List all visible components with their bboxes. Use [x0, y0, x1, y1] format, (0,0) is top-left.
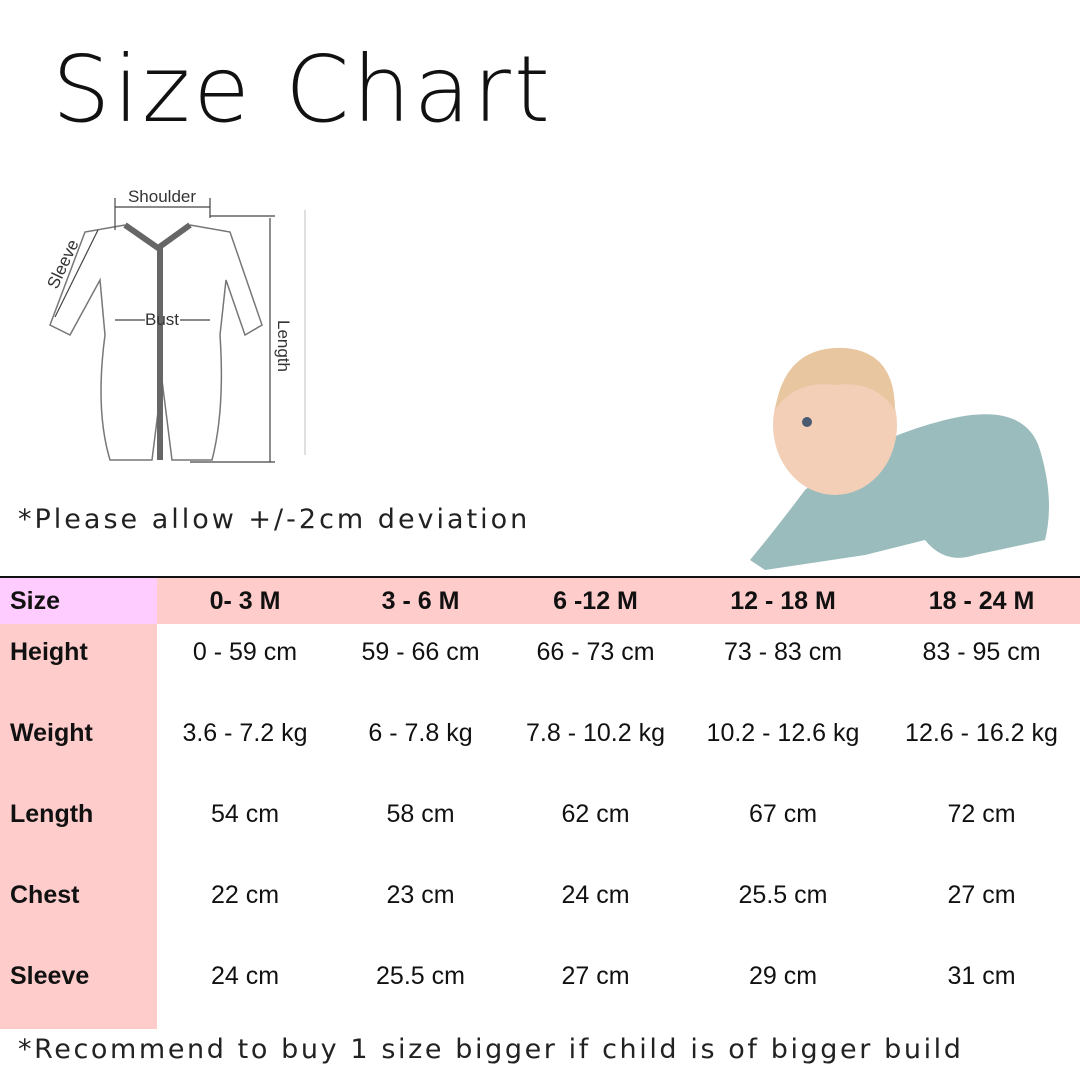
table-cell: 3.6 - 7.2 kg: [182, 719, 308, 747]
table-row: Chest 22 cm 23 cm 24 cm 25.5 cm 27 cm: [0, 867, 1080, 948]
table-cell: 29 cm: [748, 962, 818, 990]
table-cell: 27 cm: [561, 962, 630, 990]
header-cell: 18 - 24 M: [928, 586, 1035, 615]
table-cell: 25.5 cm: [738, 881, 828, 909]
table-cell: 12.6 - 16.2 kg: [905, 719, 1058, 747]
table-row: Sleeve 24 cm 25.5 cm 27 cm 29 cm 31 cm: [0, 948, 1080, 1029]
row-label: Chest: [0, 867, 157, 948]
baby-photo: [750, 347, 1049, 570]
table-cell: 54 cm: [210, 800, 280, 828]
header-cell: 12 - 18 M: [730, 586, 836, 615]
sleeve-label: Sleeve: [43, 237, 82, 292]
table-cell: 24 cm: [210, 962, 280, 990]
table-cell: 0 - 59 cm: [192, 638, 298, 666]
size-table: Size 0- 3 M 3 - 6 M 6 -12 M 12 - 18 M 18…: [0, 576, 1080, 1029]
romper-measurement-diagram: Shoulder Bust Sleeve Length: [43, 187, 306, 463]
shoulder-label: Shoulder: [128, 187, 196, 206]
page-title: Size Chart: [52, 36, 553, 143]
row-label: Height: [0, 624, 157, 705]
row-label: Sleeve: [0, 948, 157, 1029]
table-cell: 6 - 7.8 kg: [368, 719, 473, 747]
table-row: Weight 3.6 - 7.2 kg 6 - 7.8 kg 7.8 - 10.2 k…: [0, 705, 1080, 786]
table-cell: 59 - 66 cm: [361, 638, 480, 666]
table-cell: 73 - 83 cm: [723, 638, 843, 666]
row-label: Weight: [0, 705, 157, 786]
table-row: Height 0 - 59 cm 59 - 66 cm 66 - 73 cm 73 - …: [0, 624, 1080, 705]
table-cell: 7.8 - 10.2 kg: [526, 719, 665, 747]
table-cell: 58 cm: [386, 800, 455, 828]
header-cell: 3 - 6 M: [381, 586, 460, 615]
table-cell: 67 cm: [748, 800, 818, 828]
table-cell: 62 cm: [561, 800, 630, 828]
table-cell: 72 cm: [947, 800, 1016, 828]
table-row: Length 54 cm 58 cm 62 cm 67 cm 72 cm: [0, 786, 1080, 867]
bust-label: Bust: [145, 310, 179, 329]
row-label: Length: [0, 786, 157, 867]
table-cell: 10.2 - 12.6 kg: [706, 719, 860, 747]
table-cell: 25.5 cm: [376, 962, 465, 990]
length-label: Length: [274, 320, 293, 372]
table-cell: 24 cm: [561, 881, 630, 909]
table-cell: 23 cm: [386, 881, 455, 909]
header-cell: 0- 3 M: [209, 586, 281, 615]
header-cell: 6 -12 M: [553, 586, 638, 615]
table-cell: 22 cm: [210, 881, 280, 909]
table-cell: 83 - 95 cm: [922, 638, 1041, 666]
table-cell: 27 cm: [947, 881, 1016, 909]
header-cell: Size: [0, 578, 157, 624]
table-cell: 31 cm: [947, 962, 1016, 990]
deviation-note: *Please allow +/-2cm deviation: [18, 504, 531, 535]
table-header-row: Size 0- 3 M 3 - 6 M 6 -12 M 12 - 18 M 18…: [0, 578, 1080, 624]
recommendation-note: *Recommend to buy 1 size bigger if child…: [18, 1034, 964, 1065]
table-cell: 66 - 73 cm: [536, 638, 655, 666]
